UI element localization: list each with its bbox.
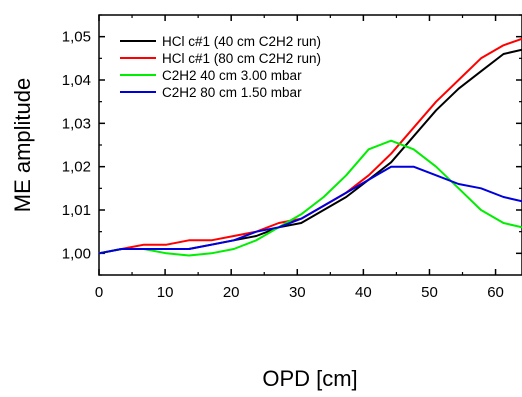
- legend: HCl c#1 (40 cm C2H2 run) HCl c#1 (80 cm C…: [120, 34, 321, 100]
- y-axis-ticks: 1,00 1,01 1,02 1,03 1,04 1,05: [62, 14, 522, 276]
- legend-label: C2H2 40 cm 3.00 mbar: [162, 68, 302, 83]
- legend-label: HCl c#1 (80 cm C2H2 run): [162, 51, 321, 66]
- y-tick-label: 1,02: [62, 159, 91, 176]
- y-tick-label: 1,00: [62, 245, 91, 262]
- y-tick-label: 1,05: [62, 29, 91, 46]
- series-group: [98, 37, 522, 257]
- y-tick-label: 1,03: [62, 115, 91, 132]
- series-line-3: [98, 139, 522, 257]
- x-tick-label: 10: [157, 284, 174, 301]
- y-tick-label: 1,01: [62, 202, 91, 219]
- x-tick-label: 60: [487, 284, 504, 301]
- x-tick-label: 20: [223, 284, 240, 301]
- x-tick-label: 30: [289, 284, 306, 301]
- x-tick-label: 0: [95, 284, 103, 301]
- legend-label: HCl c#1 (40 cm C2H2 run): [162, 34, 321, 49]
- y-axis-title: ME amplitude: [10, 78, 35, 213]
- legend-label: C2H2 80 cm 1.50 mbar: [162, 85, 302, 100]
- x-axis-title: OPD [cm]: [262, 366, 357, 391]
- x-axis-ticks: 0 10 20 30 40 50 60: [95, 15, 504, 301]
- y-tick-label: 1,04: [62, 72, 91, 89]
- x-tick-label: 50: [421, 284, 438, 301]
- x-tick-label: 40: [355, 284, 372, 301]
- series-line-4: [98, 165, 522, 255]
